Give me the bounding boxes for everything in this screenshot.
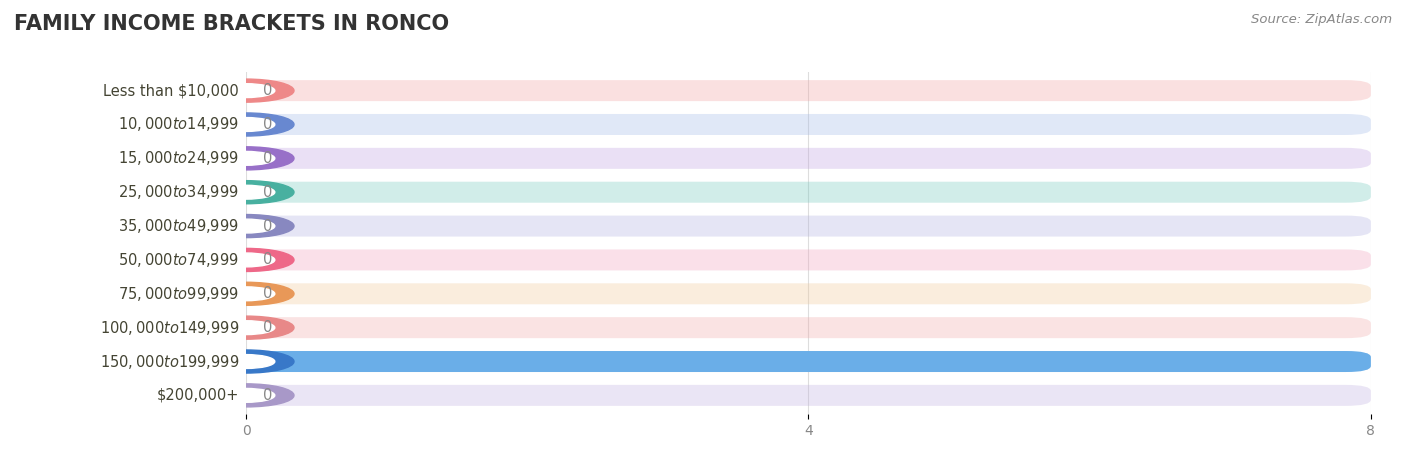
Text: $75,000 to $99,999: $75,000 to $99,999 (118, 285, 239, 303)
Circle shape (218, 219, 274, 233)
Circle shape (218, 287, 274, 301)
Circle shape (218, 321, 274, 335)
Circle shape (198, 282, 294, 306)
Text: 0: 0 (263, 117, 273, 132)
Circle shape (218, 253, 274, 267)
FancyBboxPatch shape (246, 317, 1371, 338)
Text: 0: 0 (263, 320, 273, 335)
FancyBboxPatch shape (246, 284, 1371, 304)
Circle shape (198, 215, 294, 238)
FancyBboxPatch shape (246, 351, 1371, 372)
Circle shape (218, 151, 274, 165)
Circle shape (198, 350, 294, 373)
Circle shape (198, 316, 294, 339)
Circle shape (198, 248, 294, 271)
FancyBboxPatch shape (246, 216, 1371, 237)
Text: 0: 0 (263, 219, 273, 234)
Circle shape (198, 113, 294, 136)
Text: 8: 8 (1388, 354, 1398, 369)
FancyBboxPatch shape (246, 114, 1371, 135)
FancyBboxPatch shape (246, 249, 1371, 270)
Circle shape (198, 147, 294, 170)
Text: 0: 0 (263, 184, 273, 200)
Circle shape (218, 185, 274, 199)
FancyBboxPatch shape (246, 385, 1371, 406)
Text: 0: 0 (263, 151, 273, 166)
Text: $25,000 to $34,999: $25,000 to $34,999 (118, 183, 239, 201)
Circle shape (218, 388, 274, 402)
Circle shape (218, 355, 274, 369)
Text: $10,000 to $14,999: $10,000 to $14,999 (118, 116, 239, 134)
Circle shape (198, 180, 294, 204)
Text: FAMILY INCOME BRACKETS IN RONCO: FAMILY INCOME BRACKETS IN RONCO (14, 14, 449, 33)
Text: 0: 0 (263, 83, 273, 98)
Text: 0: 0 (263, 388, 273, 403)
Text: Less than $10,000: Less than $10,000 (103, 83, 239, 98)
FancyBboxPatch shape (246, 351, 1371, 372)
Text: $35,000 to $49,999: $35,000 to $49,999 (118, 217, 239, 235)
Text: 0: 0 (263, 286, 273, 302)
FancyBboxPatch shape (246, 182, 1371, 202)
Circle shape (198, 79, 294, 102)
Text: $15,000 to $24,999: $15,000 to $24,999 (118, 149, 239, 167)
FancyBboxPatch shape (246, 80, 1371, 101)
FancyBboxPatch shape (246, 148, 1371, 169)
Text: $100,000 to $149,999: $100,000 to $149,999 (100, 319, 239, 337)
Circle shape (218, 117, 274, 131)
Text: 0: 0 (263, 252, 273, 267)
Text: $150,000 to $199,999: $150,000 to $199,999 (100, 352, 239, 370)
Text: Source: ZipAtlas.com: Source: ZipAtlas.com (1251, 14, 1392, 27)
Text: $50,000 to $74,999: $50,000 to $74,999 (118, 251, 239, 269)
Circle shape (198, 384, 294, 407)
Circle shape (218, 84, 274, 98)
Text: $200,000+: $200,000+ (156, 388, 239, 403)
